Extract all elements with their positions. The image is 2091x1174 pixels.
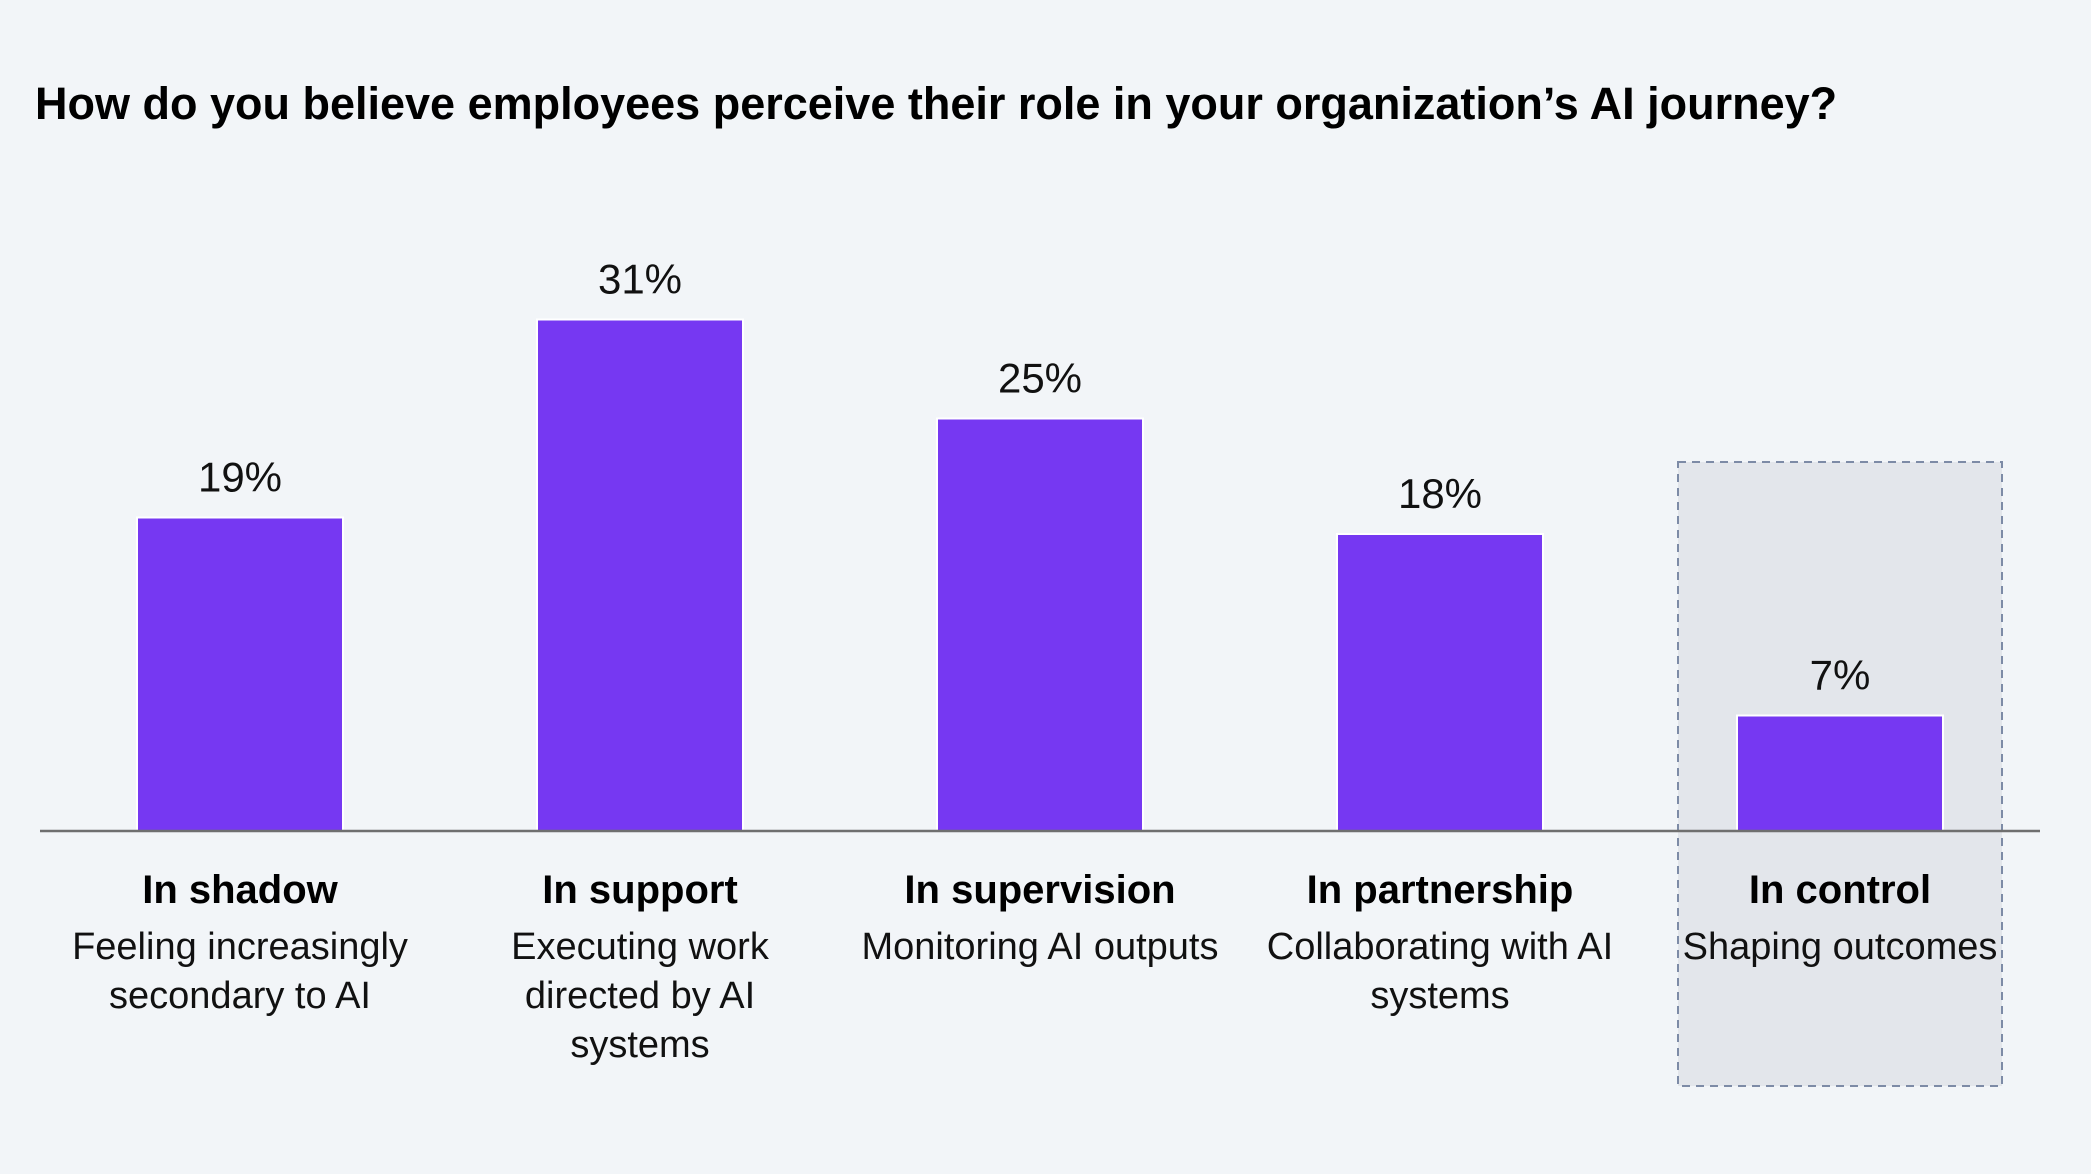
category-4: In partnership Collaborating with AI syst…: [1250, 865, 1630, 1021]
data-label-3: 25%: [998, 355, 1082, 402]
category-name: In support: [542, 868, 738, 912]
category-2: In support Executing work directed by AI …: [450, 865, 830, 1070]
category-1: In shadow Feeling increasingly secondary …: [50, 865, 430, 1021]
category-3: In supervision Monitoring AI outputs: [850, 865, 1230, 972]
category-description: Collaborating with AI systems: [1266, 926, 1614, 1017]
data-label-4: 18%: [1398, 470, 1482, 517]
category-description: Monitoring AI outputs: [861, 926, 1219, 968]
bar-5: [1736, 714, 1944, 832]
data-label-2: 31%: [598, 256, 682, 303]
category-description: Feeling increasingly secondary to AI: [72, 926, 408, 1017]
bar-2: [536, 318, 744, 832]
bar-1: [136, 516, 344, 832]
category-description: Shaping outcomes: [1682, 926, 1998, 968]
category-name: In control: [1748, 868, 1932, 912]
data-label-5: 7%: [1810, 652, 1871, 699]
category-name: In supervision: [904, 868, 1176, 912]
data-label-1: 19%: [198, 454, 282, 501]
bar-4: [1336, 533, 1544, 832]
category-description: Executing work directed by AI systems: [511, 926, 769, 1066]
category-5: In control Shaping outcomes: [1650, 865, 2030, 972]
bar-3: [936, 417, 1144, 832]
chart-title: How do you believe employees perceive th…: [35, 78, 1838, 129]
category-name: In shadow: [142, 868, 338, 912]
category-name: In partnership: [1306, 868, 1574, 912]
